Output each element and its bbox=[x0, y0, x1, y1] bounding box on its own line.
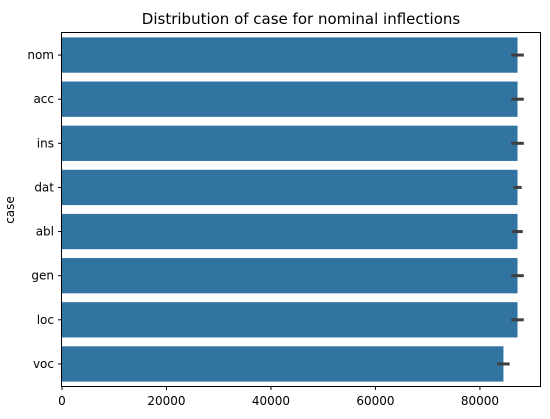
y-tick-label-loc: loc bbox=[37, 313, 54, 327]
x-tick-label-80000: 80000 bbox=[461, 394, 499, 408]
y-ticks: nom acc ins dat abl gen loc voc bbox=[27, 48, 62, 371]
bar-voc bbox=[62, 346, 504, 382]
y-tick-label-gen: gen bbox=[31, 269, 54, 283]
x-tick-label-60000: 60000 bbox=[356, 394, 394, 408]
bars-layer bbox=[62, 37, 518, 382]
y-tick-label-nom: nom bbox=[27, 48, 54, 62]
bar-dat bbox=[62, 169, 518, 206]
bar-abl bbox=[62, 213, 518, 250]
x-tick-label-40000: 40000 bbox=[252, 394, 290, 408]
x-tick-label-0: 0 bbox=[58, 394, 66, 408]
y-tick-label-ins: ins bbox=[37, 136, 54, 150]
bar-ins bbox=[62, 125, 518, 161]
chart-title: Distribution of case for nominal inflect… bbox=[142, 10, 461, 28]
bar-acc bbox=[62, 81, 518, 117]
y-tick-label-acc: acc bbox=[33, 92, 54, 106]
y-tick-label-abl: abl bbox=[36, 225, 54, 239]
bar-gen bbox=[62, 258, 518, 294]
y-axis-label: case bbox=[3, 196, 17, 224]
y-tick-label-voc: voc bbox=[33, 357, 54, 371]
bar-loc bbox=[62, 302, 518, 338]
errorbars-layer bbox=[497, 53, 524, 366]
bar-nom bbox=[62, 37, 518, 73]
y-tick-label-dat: dat bbox=[34, 180, 54, 194]
plot-frame bbox=[61, 32, 541, 387]
x-tick-label-20000: 20000 bbox=[147, 394, 185, 408]
x-ticks: 0 20000 40000 60000 80000 bbox=[58, 386, 499, 408]
